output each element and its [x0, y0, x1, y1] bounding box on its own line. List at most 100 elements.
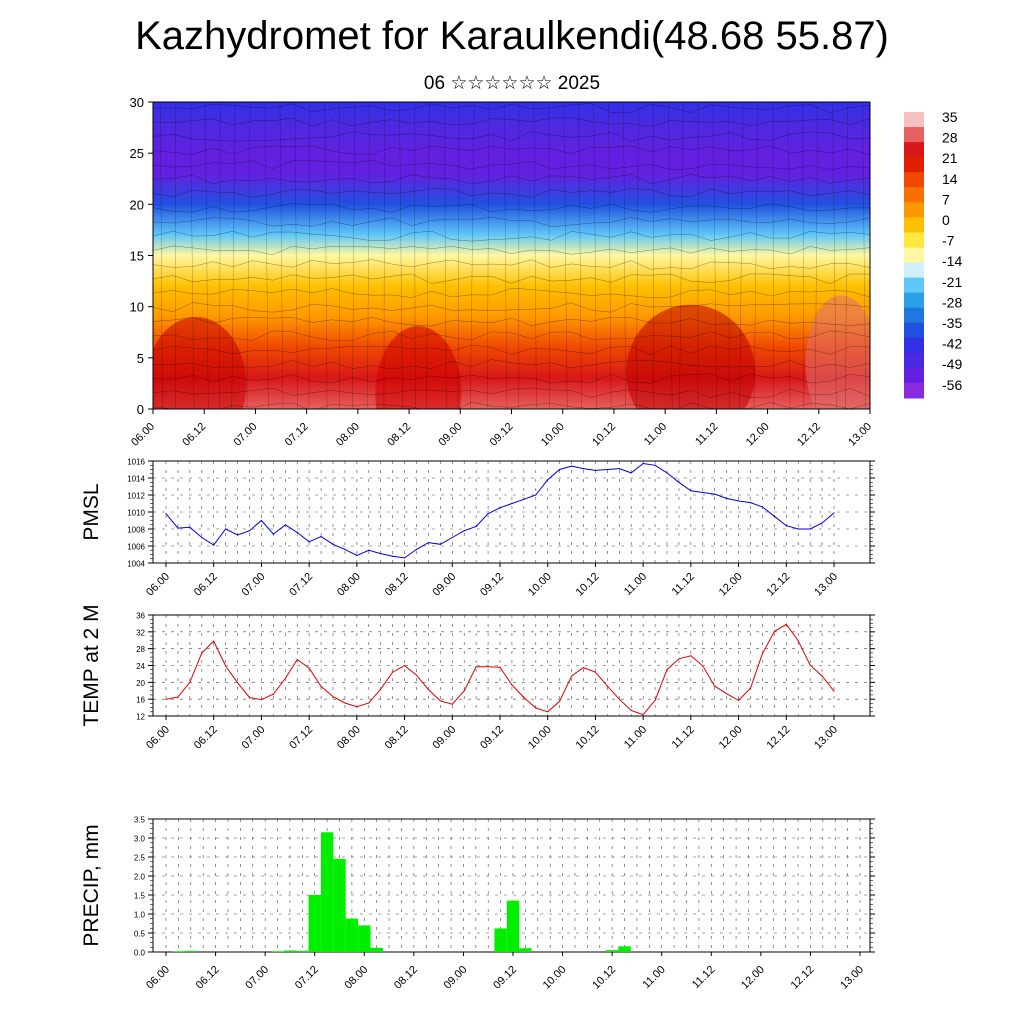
colorbar-swatch [904, 187, 924, 203]
barb-staff-45 [832, 102, 837, 409]
chart-title: Kazhydromet for Karaulkendi(48.68 55.87) [135, 14, 889, 58]
flow-line-9 [153, 230, 870, 242]
precip-ytick-label: 3.0 [134, 835, 146, 844]
temp2m-point [523, 696, 525, 699]
pmsl-ytick-label: 1014 [127, 475, 145, 484]
warm-core-1 [375, 326, 462, 409]
colorbar-swatch [904, 217, 924, 233]
pmsl-point [618, 468, 620, 470]
pmsl-point [189, 526, 191, 528]
pmsl-ylabel: PMSL [80, 483, 103, 540]
temp2m-point [332, 696, 334, 698]
pmsl-point [320, 536, 322, 538]
pmsl-point [630, 472, 632, 474]
precip-xtick-label: 11.00 [640, 964, 667, 991]
cross-xtick-label: 08.12 [385, 421, 413, 449]
colorbar-label: -49 [942, 356, 962, 372]
barb-staff-46 [845, 102, 848, 409]
pmsl-point [559, 468, 561, 471]
flow-line-21 [153, 401, 870, 409]
colorbar-swatch [904, 112, 924, 128]
pmsl-xtick-label: 10.12 [574, 571, 602, 599]
temp2m-grid [153, 614, 870, 717]
temp2m-xtick-label: 10.12 [574, 724, 602, 752]
temp2m-point [737, 699, 740, 702]
pmsl-point [439, 543, 441, 545]
pmsl-point [666, 472, 668, 474]
pmsl-point [547, 479, 549, 481]
colorbar-swatch [904, 307, 924, 324]
temp2m-xtick-label: 07.00 [240, 724, 268, 752]
precip-bar [494, 928, 507, 952]
temp2m-point [248, 696, 251, 699]
temp2m-xtick-label: 10.00 [526, 724, 554, 752]
precip-ytick-label: 2.5 [134, 854, 146, 863]
temp2m-xtick-label: 06.12 [192, 724, 220, 752]
temp2m-ylabel: TEMP at 2 M [80, 604, 103, 726]
precip-xtick-label: 06.12 [194, 964, 222, 992]
colorbar-swatch [904, 172, 924, 188]
flow-line-8 [153, 217, 870, 227]
temp2m-point [511, 684, 513, 686]
cross-section-panel: 0 5 10 15 20 25 30 06.00 06.12 07.00 07.12 08.00 08.… [129, 95, 874, 449]
temp2m-point [785, 623, 787, 625]
barb-staff-5 [231, 102, 236, 409]
temp2m-point [415, 674, 418, 676]
temp2m-point [618, 698, 620, 700]
flow-line-2 [153, 131, 870, 142]
precip-ytick-label: 0.0 [134, 949, 146, 958]
flow-line-1 [153, 117, 870, 128]
temp2m-xtick-label: 06.00 [144, 724, 172, 752]
temp2m-xtick-label: 08.00 [335, 724, 363, 752]
precip-bar [519, 948, 532, 952]
colorbar-swatch [904, 382, 924, 399]
pmsl-ytick-label: 1008 [127, 526, 145, 535]
temp2m-point [284, 677, 286, 680]
colorbar-label: -28 [942, 294, 962, 310]
chart-subtitle: 06 ☆☆☆☆☆☆ 2025 [423, 73, 601, 94]
colorbar-swatch [904, 322, 924, 339]
temp2m-point [642, 714, 644, 716]
barb-staff-44 [814, 102, 818, 409]
colorbar-swatch [904, 352, 924, 369]
temp2m-point [344, 702, 346, 704]
temp2m-point [308, 667, 310, 669]
temp2m-point [570, 675, 573, 677]
colorbar-swatch [904, 262, 924, 279]
pmsl-ytick-label: 1016 [127, 458, 145, 467]
pmsl-point [356, 554, 358, 556]
barb-staff-41 [772, 102, 774, 409]
pmsl-point [392, 555, 394, 557]
temp2m-point [427, 688, 430, 691]
temp2m-xtick-label: 13.00 [812, 724, 840, 752]
temp2m-point [797, 640, 799, 642]
temp2m-point [582, 667, 585, 669]
temp2m-point [666, 669, 668, 671]
cross-xtick-label: 07.12 [283, 421, 311, 449]
temp2m-point [439, 700, 441, 702]
barb-staff-27 [563, 102, 568, 409]
temp2m-point [475, 666, 477, 668]
precip-ylabel: PRECIP, mm [80, 824, 103, 946]
barb-staff-30 [608, 102, 612, 409]
temp2m-ytick-label: 36 [136, 612, 145, 621]
flow-line-17 [153, 344, 870, 356]
pmsl-ytick-label: 1010 [127, 509, 145, 518]
temp2m-ytick-label: 20 [136, 679, 145, 688]
pmsl-point [260, 519, 263, 522]
barb-staff-6 [246, 102, 251, 409]
pmsl-xtick-label: 12.00 [717, 571, 745, 599]
temp2m-point [535, 707, 537, 709]
colorbar-swatch [904, 157, 924, 173]
precip-ytick-label: 1.0 [134, 911, 146, 920]
barb-staff-40 [753, 102, 759, 409]
temp2m-point [380, 688, 382, 690]
pmsl-xtick-label: 06.12 [192, 571, 220, 599]
colorbar-swatch [904, 142, 924, 158]
precip-ytick-label: 1.5 [134, 892, 146, 901]
precip-xtick-label: 12.00 [739, 964, 767, 992]
cross-xtick-label: 07.00 [232, 421, 260, 449]
barb-staff-29 [593, 102, 598, 409]
colorbar-label: 0 [942, 212, 950, 228]
pmsl-xtick-label: 11.12 [670, 571, 697, 598]
